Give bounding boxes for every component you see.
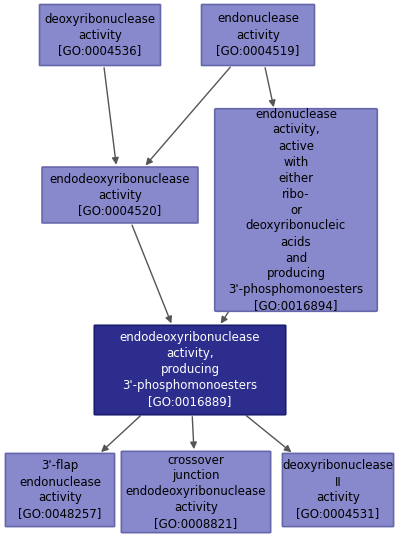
Text: deoxyribonuclease
II
activity
[GO:0004531]: deoxyribonuclease II activity [GO:000453… [282,460,394,521]
FancyBboxPatch shape [6,453,114,527]
FancyBboxPatch shape [202,4,314,66]
Text: endonuclease
activity
[GO:0004519]: endonuclease activity [GO:0004519] [216,13,300,57]
FancyBboxPatch shape [42,167,198,223]
FancyBboxPatch shape [40,4,160,66]
FancyBboxPatch shape [282,453,394,527]
Text: endodeoxyribonuclease
activity,
producing
3'-phosphomonoesters
[GO:0016889]: endodeoxyribonuclease activity, producin… [120,332,260,408]
Text: deoxyribonuclease
activity
[GO:0004536]: deoxyribonuclease activity [GO:0004536] [44,13,156,57]
FancyBboxPatch shape [121,451,270,533]
FancyBboxPatch shape [215,109,377,311]
Text: endodeoxyribonuclease
activity
[GO:0004520]: endodeoxyribonuclease activity [GO:00045… [50,172,190,218]
FancyBboxPatch shape [94,325,286,415]
Text: crossover
junction
endodeoxyribonuclease
activity
[GO:0008821]: crossover junction endodeoxyribonuclease… [126,453,266,531]
Text: 3'-flap
endonuclease
activity
[GO:0048257]: 3'-flap endonuclease activity [GO:004825… [18,460,102,521]
Text: endonuclease
activity,
active
with
either
ribo-
or
deoxyribonucleic
acids
and
pr: endonuclease activity, active with eithe… [228,107,364,312]
